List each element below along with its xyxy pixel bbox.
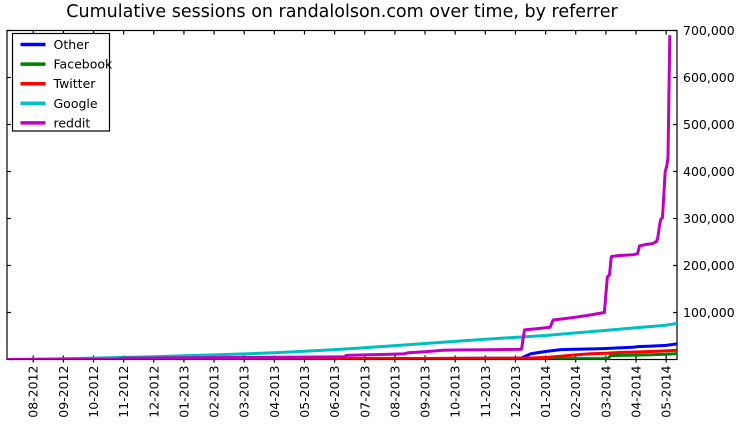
x-tick-label: 07-2013 — [357, 366, 372, 418]
x-tick-label: 02-2013 — [207, 366, 222, 418]
y-tick-label: 300,000 — [683, 211, 735, 226]
x-tick-label: 04-2013 — [267, 366, 282, 418]
legend-label-other: Other — [54, 37, 90, 52]
y-tick-label: 400,000 — [683, 164, 735, 179]
legend-label-google: Google — [54, 96, 98, 111]
x-tick-label: 03-2014 — [598, 365, 613, 417]
x-tick-label: 05-2013 — [297, 366, 312, 418]
x-tick-label: 12-2013 — [508, 366, 523, 418]
x-tick-label: 08-2012 — [26, 366, 41, 418]
x-tick-label: 10-2013 — [448, 366, 463, 418]
x-tick-label: 09-2013 — [418, 366, 433, 418]
x-tick-label: 01-2013 — [176, 366, 191, 418]
x-tick-label: 11-2013 — [478, 366, 493, 418]
plot-frame — [6, 29, 678, 361]
x-tick-label: 08-2013 — [387, 366, 402, 418]
x-tick-label: 06-2013 — [327, 366, 342, 418]
x-tick-label: 03-2013 — [237, 366, 252, 418]
y-tick-label: 700,000 — [683, 23, 735, 38]
x-tick-label: 02-2014 — [568, 365, 583, 417]
x-tick-label: 11-2012 — [116, 366, 131, 418]
y-tick-label: 100,000 — [683, 305, 735, 320]
legend-label-twitter: Twitter — [53, 76, 97, 91]
x-tick-label: 04-2014 — [629, 365, 644, 417]
legend-label-reddit: reddit — [54, 115, 91, 130]
y-tick-label: 500,000 — [683, 117, 735, 132]
chart-title: Cumulative sessions on randalolson.com o… — [66, 2, 618, 22]
x-tick-label: 10-2012 — [86, 366, 101, 418]
y-tick-label: 600,000 — [683, 70, 735, 85]
legend-label-facebook: Facebook — [54, 57, 113, 72]
x-tick-label: 09-2012 — [56, 366, 71, 418]
x-tick-label: 01-2014 — [538, 365, 553, 417]
series-line-reddit — [7, 35, 672, 360]
x-tick-label: 05-2014 — [659, 365, 674, 417]
x-tick-label: 12-2012 — [146, 366, 161, 418]
y-tick-label: 200,000 — [683, 258, 735, 273]
